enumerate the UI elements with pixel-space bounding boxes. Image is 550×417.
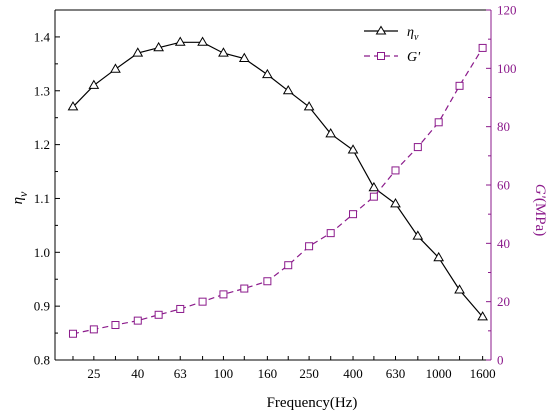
g-marker (111, 321, 120, 329)
g-marker (89, 325, 98, 334)
eta-marker (454, 284, 465, 294)
y-right-tick-label: 120 (497, 3, 517, 18)
g-marker (413, 143, 422, 152)
y-right-title-main: G' (532, 184, 548, 199)
y-left-tick-label: 1.4 (34, 29, 51, 44)
g-marker (326, 229, 335, 238)
x-tick-label: 25 (87, 366, 100, 381)
y-right-tick-label: 80 (497, 119, 510, 134)
y-right-tick-label: 20 (497, 294, 510, 309)
x-tick-label: 160 (258, 366, 278, 381)
eta-marker (174, 36, 186, 46)
x-tick-label: 400 (343, 366, 363, 381)
x-tick-label: 40 (131, 366, 144, 381)
legend-label-g: G' (407, 50, 421, 65)
legend-eta-main: η (407, 25, 414, 40)
x-tick-label: 630 (386, 366, 406, 381)
y-left-axis-title: ηv (10, 191, 30, 204)
eta-marker (238, 52, 250, 62)
eta-marker (153, 41, 165, 52)
g-marker (154, 310, 163, 319)
g-marker (240, 284, 249, 293)
x-tick-label: 1600 (470, 366, 496, 381)
eta-marker (303, 101, 315, 111)
x-tick-label: 63 (174, 366, 187, 381)
y-left-tick-label: 1.0 (34, 245, 50, 260)
eta-marker (132, 47, 144, 57)
g-marker (434, 118, 443, 127)
x-tick-label: 1000 (426, 366, 452, 381)
y-left-tick-label: 0.8 (34, 353, 50, 368)
eta-marker (325, 128, 337, 138)
eta-marker (347, 144, 359, 154)
y-right-tick-label: 60 (497, 178, 510, 193)
eta-series-line (72, 41, 484, 318)
eta-marker (412, 230, 424, 240)
x-tick-label: 250 (299, 366, 319, 381)
x-tick-label: 100 (214, 366, 234, 381)
g-marker (369, 192, 378, 201)
eta-marker (197, 36, 208, 46)
y-right-title-unit: (MPa) (532, 198, 548, 236)
y-right-tick-label: 40 (497, 236, 510, 251)
x-axis-title: Frequency(Hz) (267, 395, 358, 411)
y-left-title-main: η (10, 197, 26, 204)
eta-marker (218, 47, 229, 57)
eta-marker (67, 101, 79, 111)
eta-marker (433, 251, 445, 262)
eta-marker (262, 68, 273, 79)
legend-eta-sub: v (414, 32, 419, 43)
g-marker (391, 166, 400, 175)
series-layer (67, 36, 488, 338)
g-marker (263, 277, 272, 286)
g-marker (478, 43, 487, 52)
g-marker (133, 316, 142, 325)
g-marker (305, 242, 314, 251)
y-right-tick-label: 100 (497, 61, 517, 76)
y-left-tick-label: 1.3 (34, 83, 50, 98)
labels: 0.8 0.9 1.0 1.1 1.2 1.3 1.4 0 20 40 60 80 100 120 25 40… (34, 3, 517, 382)
eta-marker (88, 79, 100, 89)
legend-marker-triangle-icon (375, 25, 387, 35)
eta-marker (477, 311, 488, 321)
eta-marker (110, 63, 121, 73)
legend-marker-square-icon (377, 52, 385, 60)
y-left-title-sub: v (16, 191, 30, 197)
axes (54, 9, 492, 361)
legend: ηv G' (364, 25, 421, 65)
g-series-line (72, 47, 484, 335)
g-marker (455, 81, 464, 90)
eta-marker (390, 198, 401, 208)
eta-marker (282, 84, 294, 95)
y-right-axis-title: G'(MPa) (532, 184, 548, 236)
g-marker (198, 297, 207, 306)
y-right-tick-label: 0 (497, 353, 504, 368)
y-left-tick-label: 0.9 (34, 299, 50, 314)
y-left-tick-label: 1.2 (34, 137, 50, 152)
eta-marker (368, 181, 380, 192)
g-marker (176, 304, 185, 313)
g-marker (284, 261, 293, 270)
g-marker (349, 210, 358, 219)
g-marker (68, 329, 77, 338)
legend-label-eta: ηv (407, 25, 419, 43)
y-left-tick-label: 1.1 (34, 191, 50, 206)
g-marker (219, 290, 228, 299)
